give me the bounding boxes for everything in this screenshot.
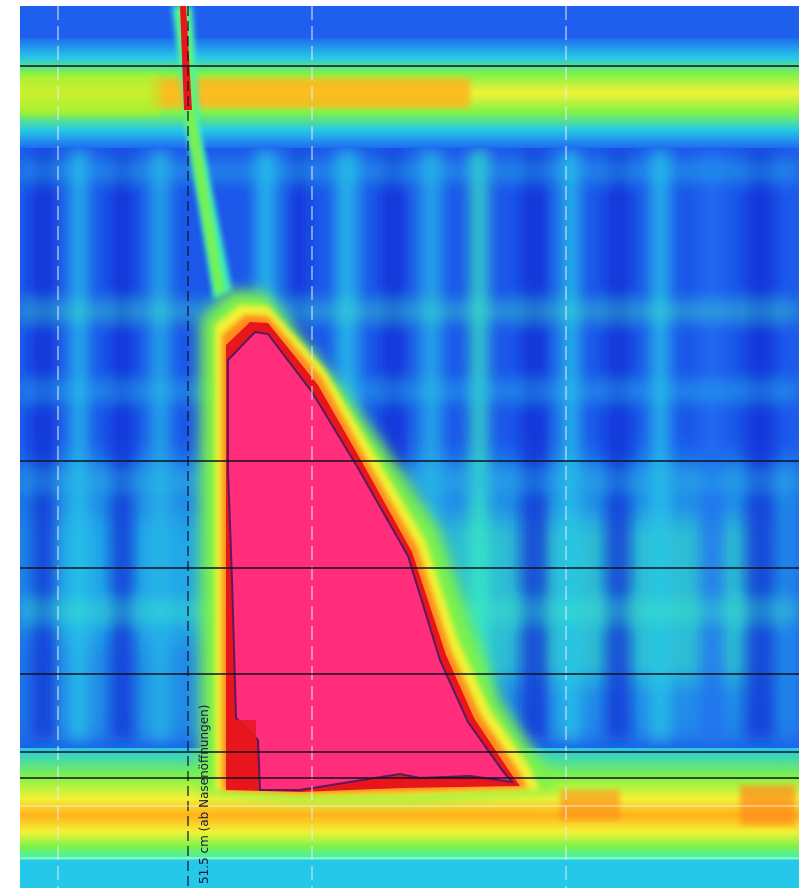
texture-band [20, 160, 799, 182]
texture-stripe [70, 150, 88, 740]
texture-band [20, 300, 799, 322]
horizontal-sensor-lines [20, 65, 799, 779]
left-margin [0, 0, 20, 888]
texture-band [20, 380, 799, 402]
texture-stripe [150, 150, 170, 740]
upper-sphincter-band [20, 38, 799, 148]
texture-stripe [745, 150, 775, 740]
texture-stripe [700, 150, 724, 740]
texture-stripe [520, 150, 548, 740]
contraction-front [172, 6, 232, 300]
texture-stripe [650, 150, 670, 740]
position-annotation: 51.5 cm (ab Nasenöffnungen) [197, 705, 211, 884]
lower-sphincter-band [20, 748, 799, 888]
texture-stripe [110, 150, 134, 740]
texture-stripe [30, 150, 56, 740]
texture-stripe [560, 150, 580, 740]
vertical-guide-lines [57, 6, 567, 888]
white-reference-lines [20, 805, 799, 859]
top-margin [0, 0, 799, 6]
texture-stripe [605, 150, 631, 740]
bolus-pressure-zone [200, 290, 560, 800]
texture-stripe [470, 150, 488, 740]
